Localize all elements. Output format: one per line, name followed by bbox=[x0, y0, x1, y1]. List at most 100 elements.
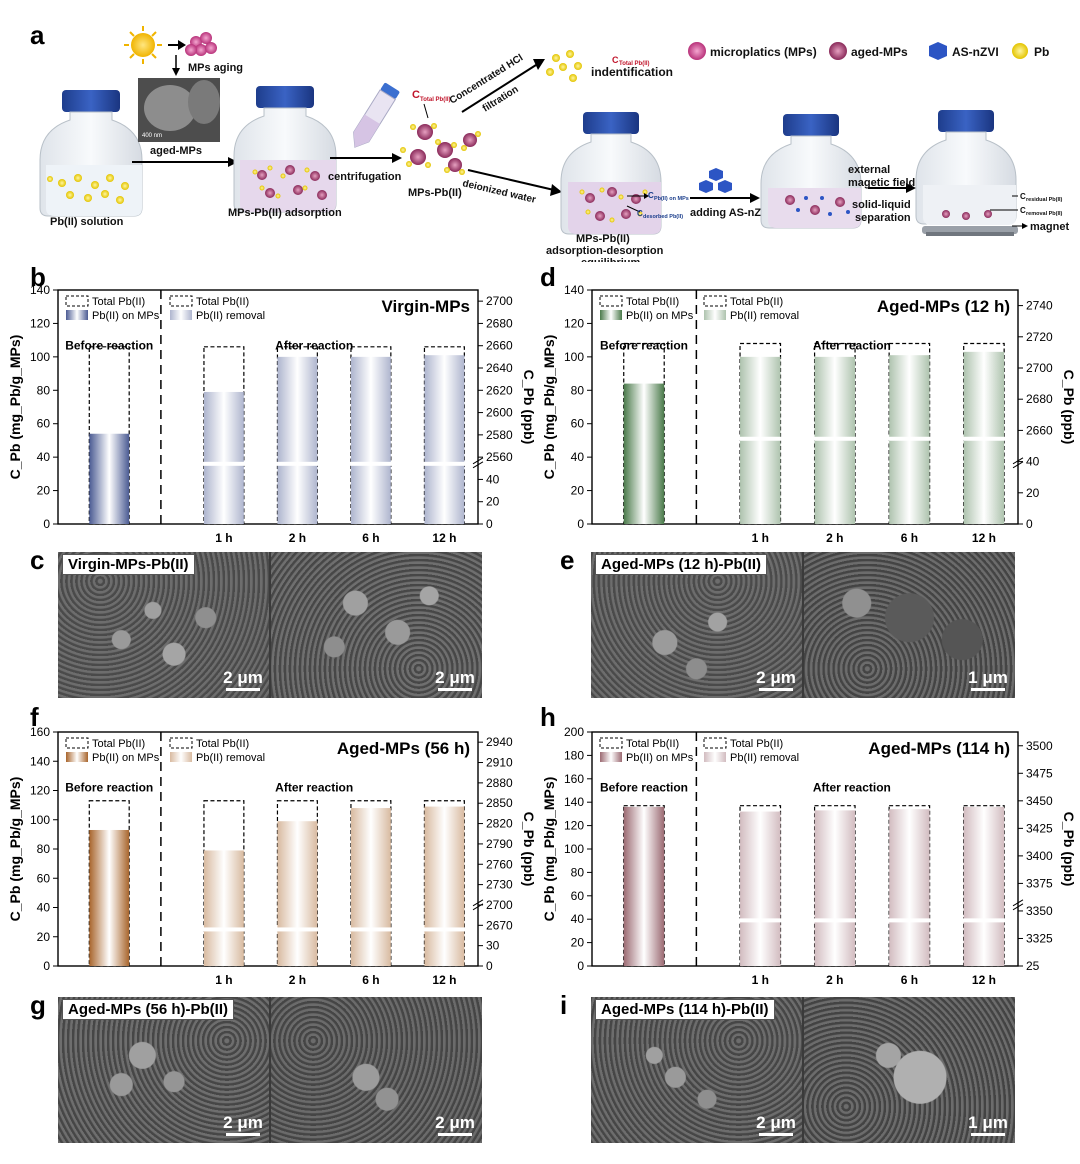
y-axis-title-left: C_Pb (mg_Pb/g_MPs) bbox=[7, 335, 23, 480]
x-tick-label: 2 h bbox=[826, 973, 843, 987]
x-tick-label: 12 h bbox=[432, 531, 456, 545]
left-tick-label: 80 bbox=[37, 842, 51, 856]
chart-svg-f: 0 20 40 60 80 100 120 140 160 0 30 2670 2700 2730 2760… bbox=[7, 725, 537, 987]
group-label-before: Before reaction bbox=[65, 339, 153, 353]
axis-break-mark bbox=[472, 457, 484, 465]
panel-label-c: c bbox=[30, 545, 45, 575]
axis-break-mark bbox=[1012, 457, 1024, 465]
legend-swatch-fill bbox=[170, 752, 192, 762]
left-tick-label: 140 bbox=[30, 754, 50, 768]
y-axis-title-right: C_Pb (ppb) bbox=[1061, 370, 1077, 445]
right-tick-label: 3425 bbox=[1026, 821, 1053, 835]
legend-entry: Pb(II) on MPs bbox=[626, 752, 694, 764]
x-tick-label: 1 h bbox=[215, 531, 232, 545]
legend-swatch-total bbox=[169, 295, 193, 307]
identification-label: indentification bbox=[591, 65, 673, 79]
magnet-label: magnet bbox=[1030, 221, 1069, 233]
scale-bar-g1: 2 μm bbox=[218, 1113, 268, 1136]
left-tick-label: 160 bbox=[30, 725, 50, 739]
bar-break bbox=[276, 927, 319, 932]
c-on-mps-symbol: C bbox=[648, 191, 654, 200]
c-total-symbol-2: C bbox=[612, 55, 619, 65]
bar-removal bbox=[350, 356, 391, 524]
legend-entry: Pb(II) removal bbox=[730, 310, 799, 322]
c-residual-sub: residual Pb(II) bbox=[1026, 197, 1063, 203]
bar-removal bbox=[740, 811, 781, 966]
c-desorbed-sub: desorbed Pb(II) bbox=[643, 214, 683, 220]
c-residual-symbol: C bbox=[1020, 192, 1026, 201]
legend-as-nzvi: AS-nZVI bbox=[952, 45, 999, 59]
equilibrium-line1: MPs-Pb(II) bbox=[576, 233, 630, 245]
right-tick-label: 2700 bbox=[486, 294, 513, 308]
legend-entry: Pb(II) removal bbox=[196, 752, 265, 764]
bar-break bbox=[349, 461, 392, 466]
right-tick-label: 2740 bbox=[1026, 299, 1053, 313]
legend-entry: Pb(II) removal bbox=[730, 752, 799, 764]
left-tick-label: 140 bbox=[564, 795, 584, 809]
left-tick-label: 200 bbox=[564, 725, 584, 739]
scale-label-c1: 2 μm bbox=[223, 668, 263, 687]
plot-frame bbox=[57, 289, 479, 525]
left-tick-label: 100 bbox=[564, 842, 584, 856]
bar-removal bbox=[277, 821, 318, 966]
left-tick-label: 40 bbox=[37, 901, 51, 915]
right-tick-label: 3500 bbox=[1026, 739, 1053, 753]
right-tick-label: 0 bbox=[486, 959, 493, 973]
sem-label-i: Aged-MPs (114 h)-Pb(II) bbox=[595, 999, 775, 1020]
right-tick-label: 2660 bbox=[486, 339, 513, 353]
legend-swatch-fill bbox=[600, 752, 622, 762]
right-tick-label: 2880 bbox=[486, 776, 513, 790]
chart-svg-b: 0 20 40 60 80 100 120 140 0 20 40 2560 2580 2600 2620 2… bbox=[7, 283, 537, 545]
left-tick-label: 40 bbox=[571, 450, 585, 464]
equilibrium-line3: equilibrium bbox=[581, 257, 641, 262]
chart-title: Aged-MPs (56 h) bbox=[337, 739, 470, 758]
bar-removal bbox=[424, 355, 465, 524]
bar-break bbox=[813, 918, 857, 923]
bar-on-mps bbox=[623, 383, 665, 524]
bar-break bbox=[962, 918, 1006, 923]
left-tick-label: 20 bbox=[571, 484, 585, 498]
left-tick-label: 40 bbox=[37, 450, 51, 464]
axis-break-mark bbox=[1012, 899, 1024, 907]
scale-label-g2: 2 μm bbox=[435, 1113, 475, 1132]
magnetic-field-label: magetic field bbox=[848, 177, 915, 189]
legend-swatch-fill bbox=[704, 752, 726, 762]
legend-entry: Total Pb(II) bbox=[626, 738, 679, 750]
legend-swatch-fill bbox=[170, 310, 192, 320]
legend-swatch-fill bbox=[66, 310, 88, 320]
bottle-separation bbox=[915, 110, 1018, 236]
right-tick-label: 2910 bbox=[486, 756, 513, 770]
legend-entry: Total Pb(II) bbox=[196, 738, 249, 750]
scale-label-i1: 2 μm bbox=[756, 1113, 796, 1132]
solid-liquid-label: solid-liquid bbox=[852, 199, 911, 211]
right-tick-label: 2850 bbox=[486, 796, 513, 810]
x-tick-label: 1 h bbox=[752, 531, 769, 545]
bar-break bbox=[276, 461, 319, 466]
left-tick-label: 120 bbox=[30, 316, 50, 330]
panel-label-b: b bbox=[30, 262, 46, 292]
left-tick-label: 120 bbox=[564, 316, 584, 330]
scale-bar-c2: 2 μm bbox=[430, 668, 480, 691]
right-tick-label: 2580 bbox=[486, 428, 513, 442]
bottle-pb-solution bbox=[39, 90, 143, 217]
right-tick-label: 30 bbox=[486, 939, 500, 953]
left-tick-label: 100 bbox=[30, 350, 50, 364]
bar-break bbox=[962, 436, 1006, 441]
y-axis-title-right: C_Pb (ppb) bbox=[1061, 812, 1077, 887]
bottle-adsorption bbox=[233, 86, 337, 213]
legend-swatch-total bbox=[599, 737, 623, 749]
group-label-after: After reaction bbox=[275, 339, 353, 353]
chart-title: Aged-MPs (12 h) bbox=[877, 297, 1010, 316]
axis-break-mark bbox=[472, 461, 484, 469]
legend-entry: Total Pb(II) bbox=[92, 738, 145, 750]
legend-entry: Pb(II) removal bbox=[196, 310, 265, 322]
y-axis-title-left: C_Pb (mg_Pb/g_MPs) bbox=[541, 777, 557, 922]
left-tick-label: 120 bbox=[30, 784, 50, 798]
panel-label-h: h bbox=[540, 702, 556, 732]
right-tick-label: 0 bbox=[1026, 517, 1033, 531]
panel-label-g: g bbox=[30, 990, 46, 1020]
bar-on-mps bbox=[89, 433, 130, 524]
sem-image-g: Aged-MPs (56 h)-Pb(II) 2 μm 2 μm bbox=[58, 997, 482, 1143]
bar-break bbox=[739, 918, 782, 923]
right-tick-label: 2620 bbox=[486, 383, 513, 397]
